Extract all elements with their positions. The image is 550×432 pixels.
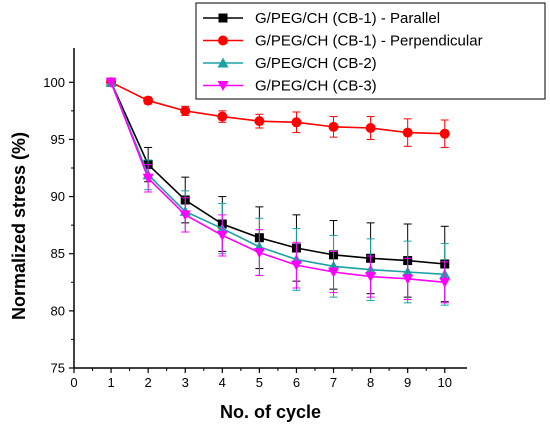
series-line	[110, 81, 445, 135]
x-tick-label: 2	[145, 375, 152, 390]
data-point	[402, 127, 413, 138]
x-tick-label: 1	[107, 375, 114, 390]
legend-marker	[217, 57, 229, 68]
series-1	[106, 77, 450, 303]
series-line	[110, 81, 445, 276]
series-2	[106, 77, 450, 148]
data-point	[290, 260, 302, 271]
legend-marker	[218, 13, 228, 23]
x-tick-label: 9	[404, 375, 411, 390]
y-tick-label: 95	[51, 132, 65, 147]
x-tick-label: 8	[367, 375, 374, 390]
legend-marker	[218, 35, 228, 46]
y-tick-label: 100	[43, 75, 65, 90]
data-point	[439, 277, 451, 288]
x-tick-label: 6	[293, 375, 300, 390]
data-point	[143, 95, 154, 106]
data-point	[217, 111, 228, 122]
axes: 0 1 2 3 4 5 6 7 8 9 10 75 80 85 90 95 100	[43, 48, 467, 390]
legend: G/PEG/CH (CB-1) - Parallel G/PEG/CH (CB-1…	[195, 2, 546, 100]
data-point	[180, 105, 191, 116]
legend-label: G/PEG/CH (CB-3)	[255, 78, 377, 95]
x-tick-label: 4	[219, 375, 226, 390]
legend-label: G/PEG/CH (CB-1) - Parallel	[255, 10, 440, 27]
y-axis-title: Normalized stress (%)	[9, 132, 29, 320]
series-3	[105, 76, 451, 306]
data-point	[216, 230, 228, 241]
legend-label: G/PEG/CH (CB-2)	[255, 55, 377, 72]
series-layer	[105, 76, 451, 306]
data-point	[291, 117, 302, 128]
x-tick-label: 5	[256, 375, 263, 390]
y-tick-label: 90	[51, 189, 65, 204]
legend-frame	[195, 2, 546, 100]
data-point	[254, 116, 265, 127]
data-point	[328, 121, 339, 132]
x-axis-title: No. of cycle	[220, 402, 321, 422]
data-point	[142, 173, 154, 184]
series-line	[110, 81, 445, 265]
data-point	[253, 248, 265, 259]
data-point	[105, 77, 117, 88]
x-tick-label: 7	[330, 375, 337, 390]
data-point	[328, 267, 340, 278]
x-tick-label: 10	[438, 375, 452, 390]
data-point	[179, 210, 191, 221]
data-point	[439, 128, 450, 139]
y-tick-label: 85	[51, 246, 65, 261]
legend-marker	[217, 81, 229, 91]
series-line	[110, 81, 445, 284]
series-4	[105, 77, 451, 304]
data-point	[365, 272, 377, 283]
y-tick-label: 80	[51, 303, 65, 318]
legend-label: G/PEG/CH (CB-1) - Perpendicular	[255, 33, 483, 50]
data-point	[365, 123, 376, 133]
x-tick-label: 3	[182, 375, 189, 390]
y-tick-label: 75	[51, 361, 65, 376]
data-point	[402, 274, 414, 285]
x-tick-label: 0	[70, 375, 77, 390]
